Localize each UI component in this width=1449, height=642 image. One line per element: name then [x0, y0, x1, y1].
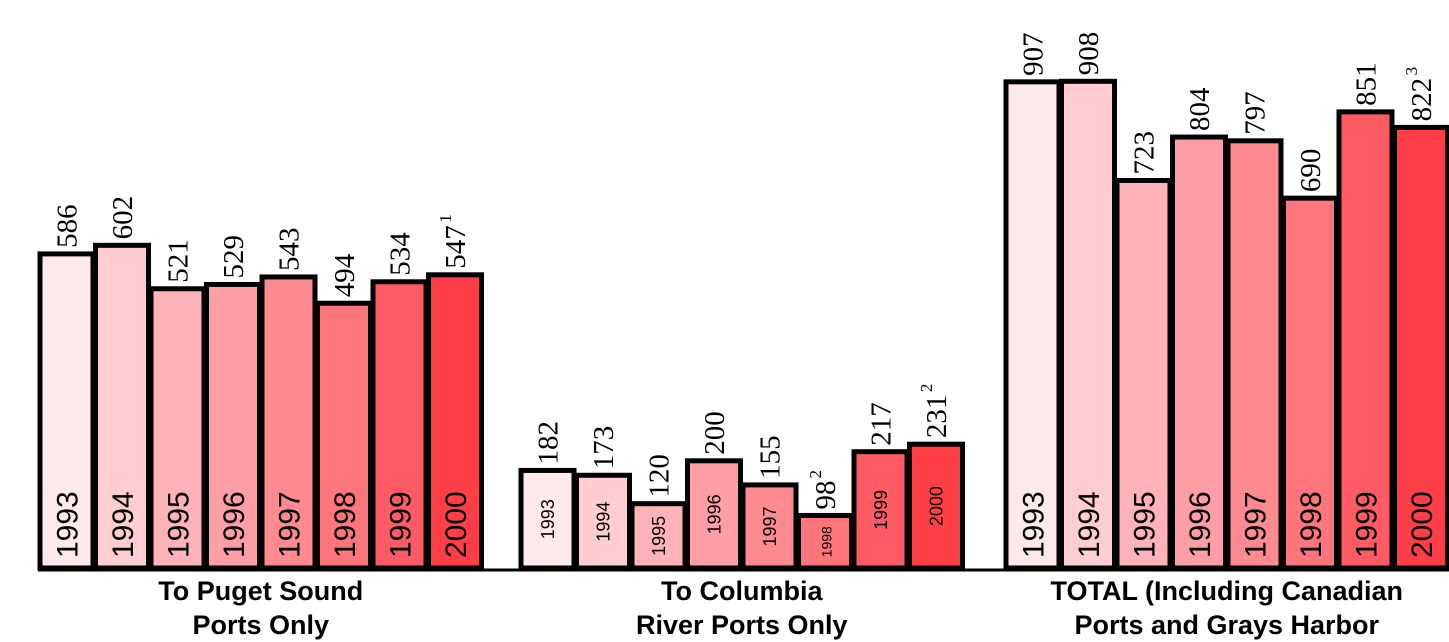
bar-1995	[1114, 177, 1173, 571]
group-label-line: To Puget Sound	[158, 576, 363, 606]
value-footnote: 2	[917, 384, 936, 393]
year-label: 2000	[926, 486, 946, 526]
value-footnote: 2	[806, 470, 825, 479]
year-label: 1993	[51, 491, 84, 558]
group-label-line: Ports Only	[192, 610, 329, 640]
bar-1994	[1059, 78, 1117, 571]
bar-1996	[1170, 134, 1228, 571]
value-footnote: 1	[436, 214, 455, 223]
year-label: 1996	[1184, 491, 1217, 558]
value-label: 182	[533, 421, 565, 465]
value-label: 690	[1295, 149, 1327, 193]
value-label: 822	[1406, 78, 1438, 122]
year-label: 1998	[329, 491, 362, 558]
bar-2000	[426, 272, 484, 571]
value-label: 797	[1240, 91, 1272, 135]
year-label: 1995	[1128, 491, 1161, 558]
value-label: 586	[52, 204, 84, 248]
bar-1995	[629, 501, 688, 571]
bar-1997	[1225, 138, 1284, 571]
year-label: 1994	[107, 491, 140, 558]
year-label: 1994	[1073, 491, 1106, 558]
value-label: 494	[329, 253, 361, 297]
year-label: 1997	[1239, 491, 1272, 558]
year-label: 1999	[1350, 491, 1383, 558]
year-label: 1996	[218, 491, 251, 558]
bar-group-2: 1821993173199412019952001996155199798219…	[518, 384, 965, 640]
year-label: 1993	[538, 499, 558, 539]
bar-1999	[1336, 109, 1395, 571]
value-label: 602	[107, 196, 139, 240]
value-label: 521	[163, 239, 195, 283]
group-label-line: TOTAL (Including Canadian	[1050, 576, 1403, 606]
group-label-line: Ports and Grays Harbor	[1074, 610, 1379, 640]
year-label: 1999	[384, 491, 417, 558]
group-label-line: River Ports Only	[636, 610, 848, 640]
value-label: 217	[866, 402, 898, 446]
year-label: 1997	[273, 491, 306, 558]
year-label: 1998	[818, 526, 834, 557]
bar-1999	[851, 449, 910, 571]
year-label: 1995	[162, 491, 195, 558]
value-label: 908	[1073, 32, 1105, 76]
value-label: 200	[699, 411, 731, 455]
value-label: 120	[644, 454, 676, 498]
bar-group-3: 907 1993 908 1994 723 1995 804 1996 797 1997 690 19…	[1003, 32, 1449, 640]
year-label: 2000	[440, 491, 473, 558]
value-label: 534	[385, 232, 417, 276]
value-label: 155	[755, 435, 787, 479]
year-label: 2000	[1406, 491, 1439, 558]
value-label: 804	[1184, 87, 1216, 131]
year-label: 1997	[760, 506, 780, 546]
value-label: 723	[1129, 131, 1161, 175]
year-label: 1996	[704, 494, 724, 534]
value-label: 529	[218, 235, 250, 279]
value-label: 231	[921, 395, 953, 439]
value-label: 851	[1351, 62, 1383, 106]
bar-2000	[907, 441, 965, 571]
value-label: 547	[440, 225, 472, 269]
value-label: 543	[274, 227, 306, 271]
value-label: 98	[810, 480, 842, 509]
year-label: 1994	[593, 502, 613, 542]
value-footnote: 3	[1402, 67, 1421, 76]
bar-2000	[1392, 124, 1449, 571]
bar-group-1: 586 1993 602 1994 521 1995 529 1996 543 1997 494 19…	[37, 196, 484, 640]
year-label: 1995	[649, 516, 669, 556]
value-label: 173	[588, 426, 620, 470]
value-label: 907	[1018, 32, 1050, 76]
bar-1995	[148, 286, 207, 571]
year-label: 1998	[1295, 491, 1328, 558]
bar-1998	[796, 512, 854, 571]
year-label: 1993	[1017, 491, 1050, 558]
bar-1993	[1003, 79, 1062, 571]
group-label-line: To Columbia	[661, 576, 823, 606]
year-label: 1999	[871, 490, 891, 530]
